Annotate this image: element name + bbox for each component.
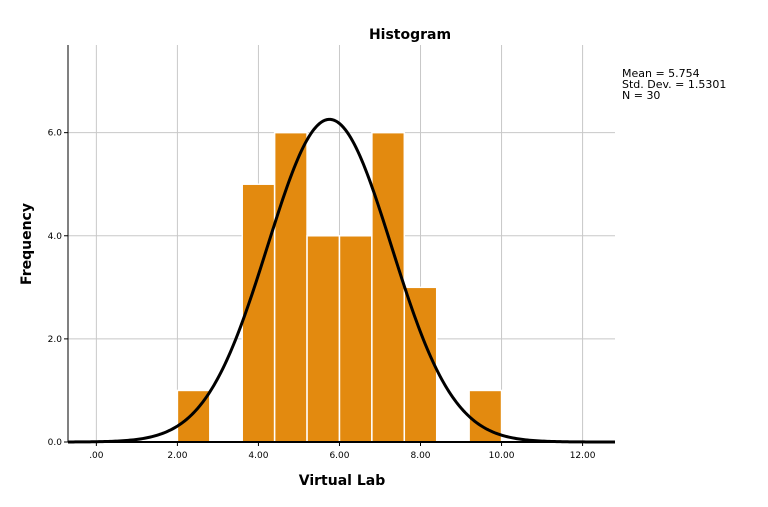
stats-n: N = 30 — [622, 89, 660, 102]
y-tick-label: 4.0 — [48, 232, 63, 242]
x-axis-label: Virtual Lab — [299, 473, 385, 489]
histogram-bar — [306, 235, 341, 443]
y-tick-label: 0.0 — [48, 438, 63, 448]
x-tick-label: 12.00 — [570, 451, 596, 461]
y-tick-label: 2.0 — [48, 335, 63, 345]
normal-curve-line — [67, 117, 615, 444]
stats-mean: Mean = 5.754 — [622, 67, 700, 80]
stats-std-dev: Std. Dev. = 1.5301 — [622, 78, 726, 91]
y-axis-label: Frequency — [19, 203, 35, 285]
x-tick-label: 2.00 — [167, 451, 187, 461]
histogram-bar — [371, 131, 406, 443]
histogram-bar — [403, 286, 438, 443]
histogram-bar — [241, 183, 276, 443]
x-tick-label: 4.00 — [248, 451, 268, 461]
x-tick-label: 10.00 — [489, 451, 515, 461]
y-tick-label: 6.0 — [48, 129, 63, 139]
x-tick-label: 8.00 — [410, 451, 430, 461]
x-tick-label: .00 — [89, 451, 104, 461]
normal-curve — [67, 117, 615, 444]
axes — [67, 45, 615, 443]
stats-legend: Mean = 5.754 Std. Dev. = 1.5301 N = 30 — [622, 67, 726, 102]
tick-labels: 0.0 2.0 4.0 6.0 .00 2.00 4.00 6.00 8.00 10.00 12.0… — [48, 129, 596, 461]
chart-title: Histogram — [369, 27, 451, 43]
x-tick-label: 6.00 — [329, 451, 349, 461]
histogram-bar — [338, 235, 373, 443]
